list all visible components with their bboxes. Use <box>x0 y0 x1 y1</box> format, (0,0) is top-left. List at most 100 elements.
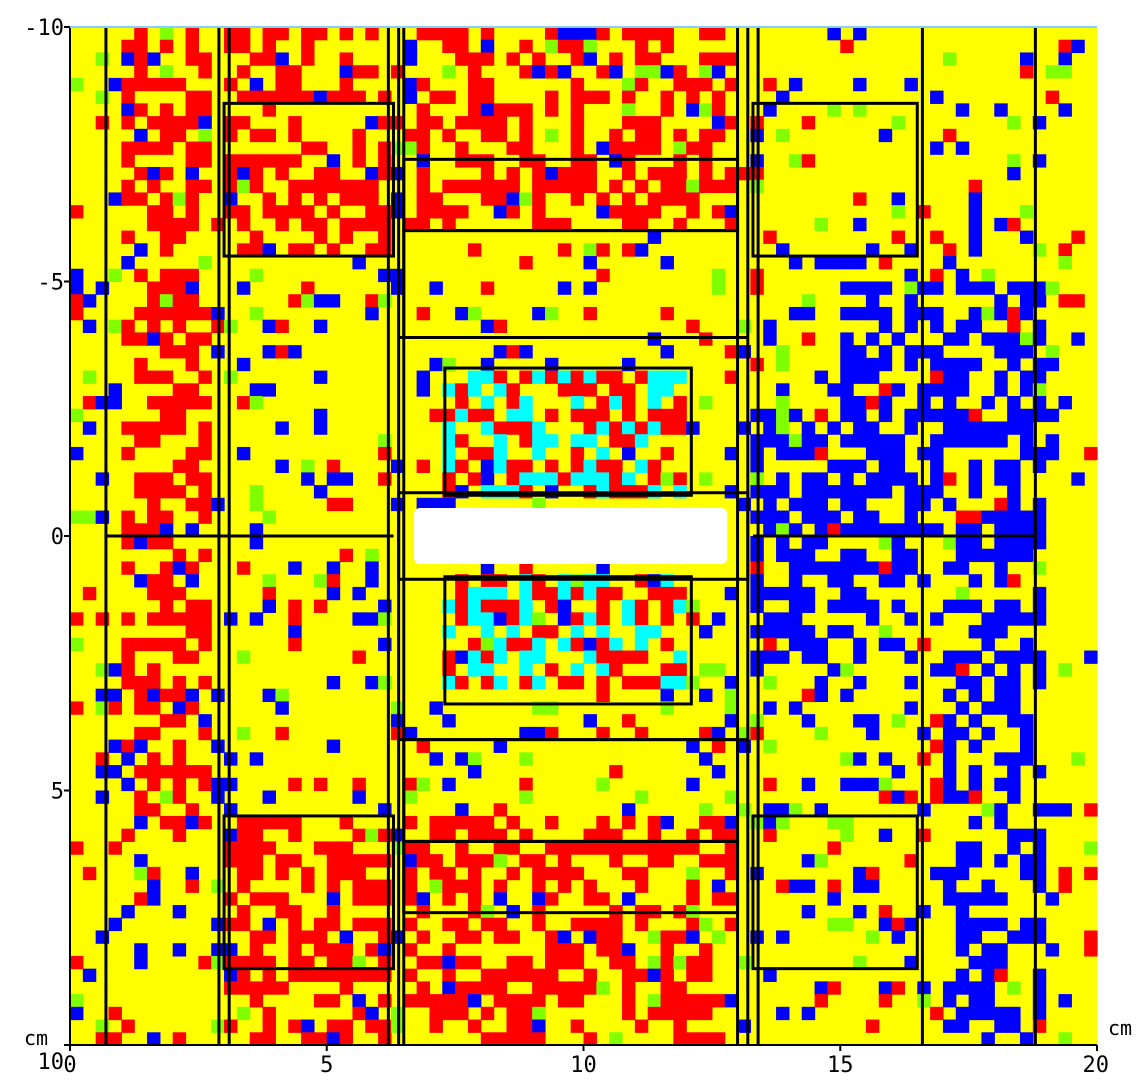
map-cell <box>455 383 469 397</box>
map-cell <box>352 777 366 792</box>
map-cell <box>108 396 122 410</box>
map-cell <box>519 790 533 804</box>
map-cell <box>249 268 264 283</box>
map-cell <box>968 192 983 206</box>
map-cell <box>326 994 341 1008</box>
map-cell <box>493 421 508 435</box>
map-cell <box>827 421 841 435</box>
map-cell <box>904 268 918 283</box>
map-cell <box>159 612 174 626</box>
map-cell <box>121 116 135 130</box>
map-cell <box>1007 1006 1021 1021</box>
map-cell <box>673 421 687 435</box>
map-cell <box>82 421 97 435</box>
map-cell <box>853 408 867 423</box>
map-cell <box>429 90 443 104</box>
map-cell <box>429 701 443 715</box>
map-cell <box>416 459 431 473</box>
map-cell <box>660 370 674 384</box>
map-cell <box>699 955 713 970</box>
map-cell <box>262 688 276 703</box>
map-cell <box>891 472 906 486</box>
map-cell <box>480 77 495 92</box>
map-cell <box>185 574 199 588</box>
map-cell <box>596 675 610 690</box>
map-cell <box>994 1006 1008 1021</box>
map-cell <box>801 510 816 524</box>
map-cell <box>403 879 418 893</box>
map-cell <box>532 306 546 321</box>
map-cell <box>236 1006 251 1021</box>
map-cell <box>159 765 174 779</box>
map-cell <box>121 650 135 664</box>
map-cell <box>788 154 803 168</box>
map-cell <box>968 650 983 664</box>
map-cell <box>557 675 572 690</box>
map-cell <box>416 166 431 181</box>
map-cell <box>467 879 482 893</box>
map-cell <box>544 434 559 448</box>
map-cell <box>955 103 970 117</box>
map-cell <box>493 803 508 817</box>
map-cell <box>827 459 841 473</box>
map-cell <box>634 116 649 130</box>
map-cell <box>224 39 238 54</box>
map-cell <box>480 599 495 613</box>
map-cell <box>159 294 174 308</box>
map-cell <box>172 396 187 410</box>
map-cell <box>455 154 469 168</box>
map-cell <box>532 154 546 168</box>
map-cell <box>121 752 135 766</box>
map-cell <box>955 536 970 550</box>
map-cell <box>904 485 918 499</box>
map-cell <box>853 866 867 881</box>
map-cell <box>763 586 777 601</box>
map-cell <box>776 548 790 563</box>
map-cell <box>622 981 636 995</box>
map-cell <box>185 472 199 486</box>
map-cell <box>275 459 289 473</box>
map-cell <box>249 383 264 397</box>
map-cell <box>1019 510 1034 524</box>
map-cell <box>519 370 533 384</box>
map-cell <box>878 561 893 575</box>
map-cell <box>634 370 649 384</box>
map-cell <box>853 548 867 563</box>
map-cell <box>352 892 366 906</box>
map-cell <box>262 90 276 104</box>
map-cell <box>147 294 161 308</box>
map-cell <box>249 396 264 410</box>
map-cell <box>570 103 585 117</box>
map-cell <box>699 726 713 741</box>
map-cell <box>544 65 559 79</box>
map-cell <box>724 675 739 690</box>
map-cell <box>365 65 379 79</box>
map-cell <box>519 141 533 155</box>
map-cell <box>968 357 983 372</box>
map-cell <box>467 650 482 664</box>
map-cell <box>519 103 533 117</box>
map-cell <box>955 370 970 384</box>
map-cell <box>134 421 148 435</box>
map-cell <box>365 828 379 842</box>
map-cell <box>339 854 354 868</box>
map-cell <box>776 650 790 664</box>
map-cell <box>236 968 251 982</box>
map-cell <box>236 841 251 855</box>
map-cell <box>981 955 995 970</box>
map-cell <box>185 27 199 41</box>
map-cell <box>147 306 161 321</box>
map-cell <box>147 472 161 486</box>
map-cell <box>185 765 199 779</box>
map-cell <box>917 383 931 397</box>
map-cell <box>326 841 341 855</box>
map-cell <box>224 917 238 932</box>
map-cell <box>699 625 713 639</box>
map-cell <box>622 383 636 397</box>
map-cell <box>159 116 174 130</box>
map-cell <box>416 192 431 206</box>
map-cell <box>686 612 700 626</box>
map-cell <box>673 981 687 995</box>
map-cell <box>365 879 379 893</box>
map-cell <box>968 459 983 473</box>
